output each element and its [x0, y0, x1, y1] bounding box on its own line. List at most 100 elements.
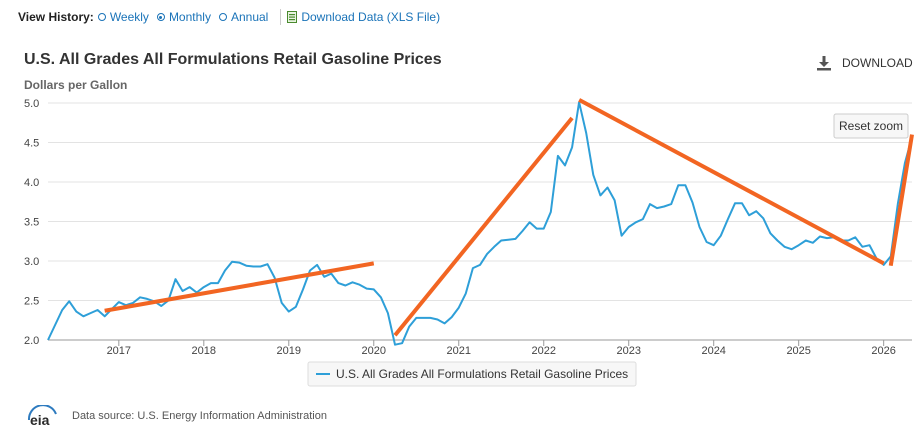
data-point[interactable] [242, 262, 250, 270]
data-point[interactable] [851, 233, 859, 241]
radio-weekly[interactable]: Weekly [97, 10, 149, 24]
data-point[interactable] [448, 313, 456, 321]
data-point[interactable] [58, 306, 66, 314]
data-point[interactable] [519, 227, 527, 235]
data-point[interactable] [759, 214, 767, 222]
download-data-link[interactable]: Download Data (XLS File) [287, 10, 440, 24]
data-point[interactable] [773, 237, 781, 245]
data-point[interactable] [504, 236, 512, 244]
data-point[interactable] [278, 299, 286, 307]
data-point[interactable] [604, 184, 612, 192]
data-point[interactable] [179, 287, 187, 295]
data-point[interactable] [462, 289, 470, 297]
data-point[interactable] [639, 215, 647, 223]
data-point[interactable] [299, 285, 307, 293]
data-point[interactable] [618, 232, 626, 240]
data-point[interactable] [674, 181, 682, 189]
data-point[interactable] [101, 312, 109, 320]
data-point[interactable] [341, 282, 349, 290]
radio-monthly[interactable]: Monthly [156, 10, 211, 24]
data-point[interactable] [94, 306, 102, 314]
data-point[interactable] [455, 304, 463, 312]
data-point[interactable] [511, 235, 519, 243]
data-point[interactable] [738, 199, 746, 207]
data-point[interactable] [200, 283, 208, 291]
data-point[interactable] [632, 218, 640, 226]
data-point[interactable] [795, 241, 803, 249]
data-point[interactable] [766, 229, 774, 237]
data-point[interactable] [745, 211, 753, 219]
data-point[interactable] [214, 279, 222, 287]
data-point[interactable] [589, 171, 597, 179]
data-point[interactable] [51, 321, 59, 329]
data-point[interactable] [370, 285, 378, 293]
data-point[interactable] [115, 298, 123, 306]
data-point[interactable] [257, 263, 265, 271]
legend[interactable]: U.S. All Grades All Formulations Retail … [307, 361, 637, 387]
data-point[interactable] [689, 199, 697, 207]
data-point[interactable] [681, 181, 689, 189]
data-point[interactable] [667, 200, 675, 208]
data-point[interactable] [172, 275, 180, 283]
data-point[interactable] [356, 281, 364, 289]
data-point[interactable] [660, 203, 668, 211]
data-point[interactable] [136, 293, 144, 301]
data-point[interactable] [717, 232, 725, 240]
data-point[interactable] [377, 293, 385, 301]
data-point[interactable] [264, 260, 272, 268]
data-point[interactable] [653, 204, 661, 212]
data-point[interactable] [72, 308, 80, 316]
data-point[interactable] [788, 245, 796, 253]
data-point[interactable] [752, 207, 760, 215]
data-point[interactable] [540, 225, 548, 233]
data-point[interactable] [533, 225, 541, 233]
data-point[interactable] [809, 239, 817, 247]
data-point[interactable] [363, 285, 371, 293]
data-point[interactable] [561, 161, 569, 169]
data-point[interactable] [235, 259, 243, 267]
data-point[interactable] [391, 341, 399, 349]
data-point[interactable] [696, 223, 704, 231]
data-point[interactable] [497, 237, 505, 245]
data-point[interactable] [483, 250, 491, 258]
data-point[interactable] [724, 215, 732, 223]
data-point[interactable] [398, 339, 406, 347]
radio-annual[interactable]: Annual [218, 10, 268, 24]
data-point[interactable] [426, 314, 434, 322]
data-point[interactable] [221, 267, 229, 275]
download-button[interactable]: DOWNLOAD [816, 55, 913, 71]
reset-zoom-button[interactable]: Reset zoom [833, 113, 909, 139]
data-point[interactable] [781, 243, 789, 251]
data-point[interactable] [469, 264, 477, 272]
data-point[interactable] [582, 129, 590, 137]
data-point[interactable] [731, 199, 739, 207]
data-point[interactable] [568, 143, 576, 151]
data-point[interactable] [285, 308, 293, 316]
data-point[interactable] [79, 312, 87, 320]
data-point[interactable] [547, 208, 555, 216]
data-point[interactable] [703, 238, 711, 246]
data-point[interactable] [434, 316, 442, 324]
data-point[interactable] [65, 297, 73, 305]
data-point[interactable] [866, 241, 874, 249]
data-point[interactable] [526, 218, 534, 226]
data-point[interactable] [313, 261, 321, 269]
data-point[interactable] [476, 261, 484, 269]
data-point[interactable] [802, 237, 810, 245]
data-point[interactable] [490, 243, 498, 251]
data-point[interactable] [816, 233, 824, 241]
data-point[interactable] [384, 309, 392, 317]
data-point[interactable] [249, 263, 257, 271]
data-point[interactable] [611, 196, 619, 204]
data-point[interactable] [87, 309, 95, 317]
data-point[interactable] [334, 279, 342, 287]
data-point[interactable] [441, 319, 449, 327]
data-point[interactable] [646, 200, 654, 208]
data-point[interactable] [596, 191, 604, 199]
data-point[interactable] [419, 314, 427, 322]
data-point[interactable] [625, 223, 633, 231]
data-point[interactable] [228, 258, 236, 266]
data-point[interactable] [207, 279, 215, 287]
data-point[interactable] [349, 278, 357, 286]
data-point[interactable] [186, 283, 194, 291]
